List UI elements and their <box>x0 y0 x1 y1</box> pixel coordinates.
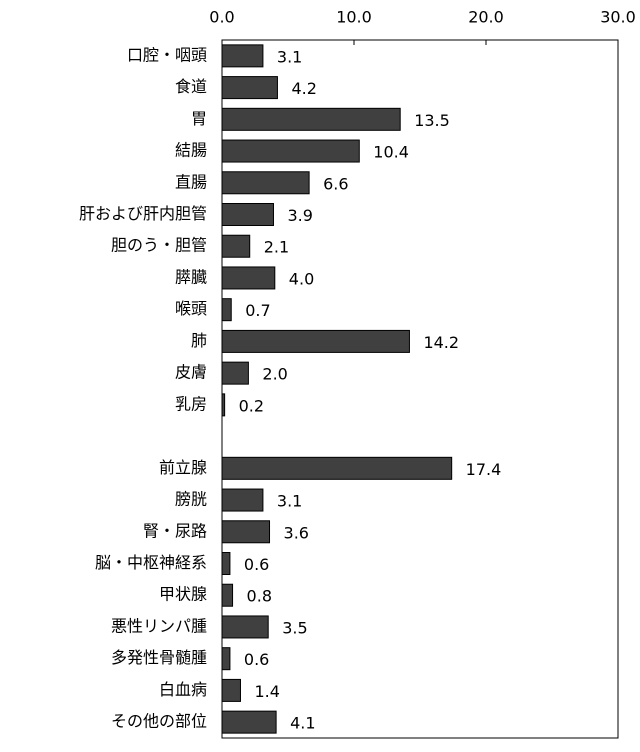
value-label: 13.5 <box>414 111 450 130</box>
bar <box>221 552 231 575</box>
bar <box>221 678 241 702</box>
bar <box>221 520 271 544</box>
x-tick-label: 0.0 <box>209 8 234 27</box>
bar <box>221 583 234 607</box>
y-tick-label: 食道 <box>175 77 207 96</box>
y-tick-label: 口腔・咽頭 <box>127 45 207 64</box>
value-label: 3.1 <box>277 47 302 66</box>
value-label: 2.0 <box>262 365 287 384</box>
y-tick-label: 皮膚 <box>175 363 207 382</box>
y-tick-label: 胆のう・胆管 <box>111 236 207 255</box>
bar <box>221 615 269 639</box>
x-tick-label: 20.0 <box>468 8 504 27</box>
value-label: 17.4 <box>466 460 502 479</box>
bar <box>221 647 231 671</box>
y-tick-label: 胃 <box>191 109 207 128</box>
y-tick-label: 乳房 <box>175 394 207 413</box>
bar <box>221 266 276 290</box>
bar <box>221 203 274 226</box>
value-label: 1.4 <box>254 682 279 701</box>
bar <box>221 234 251 258</box>
value-label: 3.5 <box>282 618 307 637</box>
bar <box>221 139 360 163</box>
bar <box>221 76 278 100</box>
x-tick-label: 30.0 <box>600 8 636 27</box>
bar <box>221 361 249 385</box>
x-tick-label: 10.0 <box>336 8 372 27</box>
value-label: 6.6 <box>323 174 348 193</box>
y-tick-label: 結腸 <box>175 141 207 160</box>
value-label: 2.1 <box>264 238 289 257</box>
value-label: 4.0 <box>289 269 314 288</box>
y-tick-label: 直腸 <box>175 172 207 191</box>
value-label: 14.2 <box>423 333 459 352</box>
y-tick-label: 脳・中枢神経系 <box>95 553 207 572</box>
value-label: 0.6 <box>244 555 269 574</box>
y-tick-label: 腎・尿路 <box>143 521 207 540</box>
y-tick-label: 白血病 <box>159 680 207 699</box>
value-label: 4.2 <box>291 79 316 98</box>
plot-frame <box>221 39 619 739</box>
y-tick-label: 喉頭 <box>175 299 207 318</box>
y-tick-label: 多発性骨髄腫 <box>111 648 207 667</box>
y-tick-label: 悪性リンパ腫 <box>111 616 207 635</box>
value-label: 0.7 <box>245 301 270 320</box>
value-label: 0.2 <box>239 396 264 415</box>
y-tick-label: その他の部位 <box>111 712 207 731</box>
value-label: 10.4 <box>373 143 409 162</box>
bar <box>221 329 410 353</box>
value-label: 0.8 <box>247 587 272 606</box>
value-label: 3.1 <box>277 492 302 511</box>
y-tick-label: 膀胱 <box>175 490 207 509</box>
y-tick-label: 膵臓 <box>175 267 207 286</box>
value-label: 0.6 <box>244 650 269 669</box>
bar <box>221 488 264 512</box>
y-tick-label: 肝および肝内胆管 <box>79 204 207 223</box>
value-label: 3.6 <box>284 523 309 542</box>
y-tick-label: 肺 <box>191 331 207 350</box>
bar <box>221 171 310 195</box>
bar <box>221 456 453 480</box>
value-label: 4.1 <box>290 714 315 733</box>
bar <box>221 44 264 68</box>
bar <box>221 298 232 322</box>
y-tick-label: 前立腺 <box>159 458 207 477</box>
y-tick-label: 甲状腺 <box>159 585 207 604</box>
value-label: 3.9 <box>287 206 312 225</box>
bar <box>221 393 226 417</box>
bar <box>221 710 277 734</box>
bar <box>221 107 401 131</box>
